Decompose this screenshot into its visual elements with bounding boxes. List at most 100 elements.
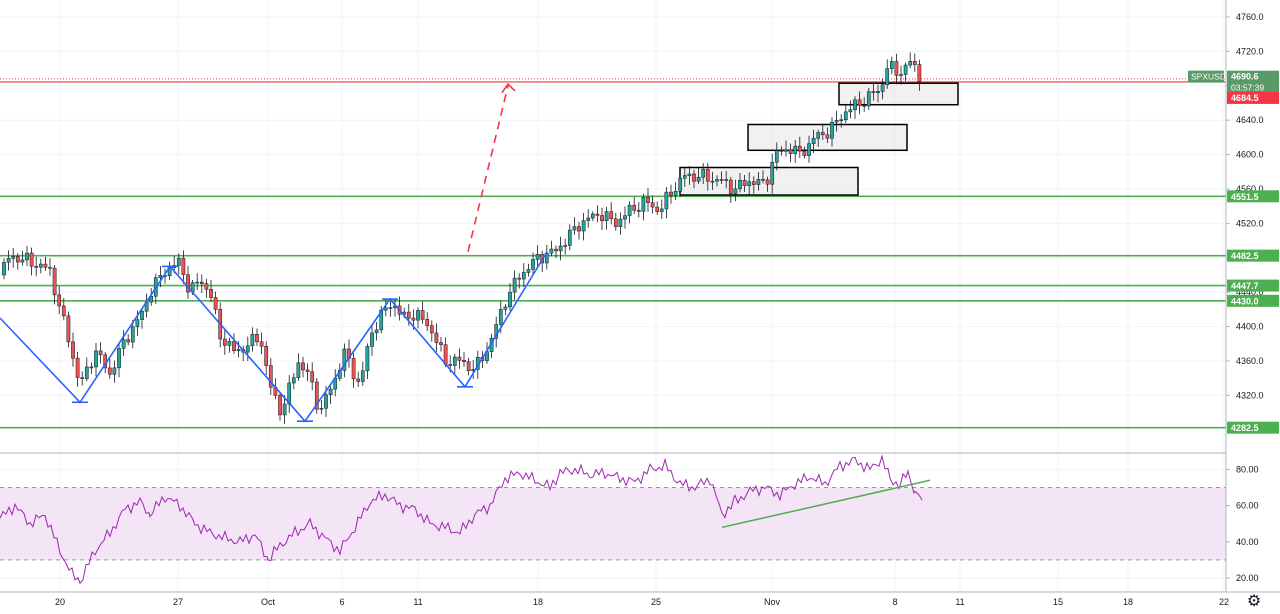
candle-body [232,341,236,351]
rsi-line [0,454,923,585]
candle-body [659,208,664,212]
candle-body [11,256,16,259]
candle-body [360,370,365,382]
candle-body [705,169,710,182]
candle-body [296,362,301,378]
candle-body [636,210,641,212]
time-tick-label: 15 [1053,597,1063,607]
candle-body [678,177,683,192]
candle-body [466,361,471,371]
candle-body [66,315,71,343]
candle-body [176,257,181,266]
candle-body [885,68,890,85]
level-price-tag [1227,279,1279,292]
candle-body [250,333,255,347]
candle-body [291,377,296,384]
candle-body [149,295,154,303]
candle-body [613,218,618,227]
candle-body [843,111,848,121]
candle-body [788,149,793,154]
gear-icon[interactable]: ⚙ [1246,593,1262,610]
candle-body [140,310,144,320]
candle-body [351,358,356,380]
price-candles [2,52,922,424]
candle-body [434,332,439,343]
candle-body [439,342,443,345]
level-price-label: 4447.7 [1231,281,1259,291]
candle-body [770,162,775,185]
consolidation-boxes [679,82,959,196]
level-price-label: 4282.5 [1231,423,1259,433]
candle-body [264,346,269,366]
time-axis [0,592,1280,614]
candle-body [816,132,821,139]
candle-body [80,377,85,379]
candle-body [917,64,922,82]
candle-body [517,277,522,280]
candle-body [29,252,34,267]
candle-body [452,356,457,366]
countdown-label: 03:57:39 [1231,83,1264,93]
candle-body [268,365,273,388]
candle-body [2,262,6,276]
candle-body [374,329,379,334]
candle-body [406,311,411,319]
candle-body [416,310,420,321]
candle-body [641,197,646,212]
candle-body [425,319,430,326]
symbol-label: SPXUSD [1191,72,1226,82]
candle-body [282,403,287,416]
candle-body [52,267,57,296]
candle-body [443,344,448,365]
candle-body [324,394,328,409]
candle-body [462,360,466,363]
candle-body [209,289,213,298]
candle-body [747,181,752,186]
candle-body [567,229,572,246]
candle-body [590,213,595,219]
candle-body [880,84,885,92]
trend-lines [0,82,548,423]
candle-body [107,367,112,375]
candle-body [738,180,742,190]
candle-body [213,297,218,310]
last-price-label: 4690.6 [1231,72,1259,82]
candle-body [825,134,830,139]
candle-body [498,309,503,325]
candle-body [365,346,370,372]
candle-body [457,356,462,361]
candle-body [370,332,374,347]
rsi-tick-label: 80.00 [1236,464,1259,474]
candle-body [126,339,131,343]
candle-body [117,348,121,369]
candle-body [554,248,558,252]
candle-body [186,274,190,293]
level-price-tag [1227,190,1279,203]
level-price-label: 4482.5 [1231,251,1259,261]
support-resistance-levels [0,78,1226,429]
candle-body [655,206,660,212]
candle-body [728,179,733,194]
candle-body [563,245,568,247]
candle-body [784,149,788,152]
candle-body [48,267,52,269]
level-price-tag [1227,421,1279,434]
candle-body [121,339,126,349]
candle-body [724,179,729,181]
candle-body [38,263,43,268]
candle-body [6,258,11,263]
candle-body [903,64,908,75]
candle-body [535,254,540,260]
candle-body [94,350,98,368]
level-price-tag [1227,249,1279,262]
candle-body [848,109,853,113]
candle-body [696,176,701,182]
price-tick-label: 4720.0 [1236,46,1264,56]
candle-body [43,263,48,268]
candle-body [199,281,204,284]
candle-body [710,180,715,183]
candle-body [779,150,784,152]
rsi-tick-label: 60.00 [1236,501,1259,511]
candle-body [388,307,393,309]
